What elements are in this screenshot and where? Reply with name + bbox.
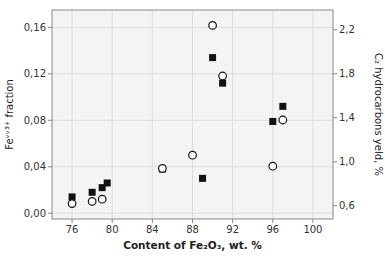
grid xyxy=(52,10,333,219)
point xyxy=(279,103,286,110)
point xyxy=(199,175,206,182)
y2-axis-label: C₂ hydrocarbons yeld, % xyxy=(373,53,384,176)
point xyxy=(219,80,226,87)
tick-label: 1,8 xyxy=(339,68,355,79)
y-axis-label: Feᵛᵛ³⁺ fraction xyxy=(4,79,15,150)
point xyxy=(219,72,227,80)
tick xyxy=(333,117,337,118)
x-axis: 76 80 84 88 92 96 100 xyxy=(66,219,323,235)
series xyxy=(69,54,287,200)
tick-label: 0,04 xyxy=(24,161,46,172)
tick-label: 0,00 xyxy=(24,208,46,219)
point xyxy=(189,151,197,159)
y2-axis: 0,6 1,0 1,4 1,8 2,2 xyxy=(333,24,355,211)
x-axis-label: Content of Fe₂O₃, wt. % xyxy=(123,239,262,251)
grid-line xyxy=(52,166,333,167)
tick-label: 0,12 xyxy=(24,68,46,79)
point xyxy=(269,118,276,125)
tick xyxy=(48,73,52,74)
grid-line xyxy=(52,120,333,121)
tick xyxy=(232,219,233,223)
tick-label: 0,6 xyxy=(339,200,355,211)
tick xyxy=(192,219,193,223)
grid-line xyxy=(112,10,113,219)
tick-label: 96 xyxy=(266,224,279,235)
point xyxy=(88,198,96,206)
tick-label: 0,16 xyxy=(24,22,46,33)
tick xyxy=(72,219,73,223)
plot-frame xyxy=(52,10,333,219)
point xyxy=(209,22,217,30)
y-axis: 0,00 0,04 0,08 0,12 0,16 xyxy=(24,22,52,219)
tick-label: 84 xyxy=(146,224,159,235)
tick xyxy=(48,120,52,121)
point xyxy=(159,165,167,173)
tick-label: 88 xyxy=(186,224,199,235)
tick-label: 1,4 xyxy=(339,112,355,123)
tick xyxy=(333,205,337,206)
tick xyxy=(48,213,52,214)
tick xyxy=(48,27,52,28)
tick xyxy=(312,219,313,223)
grid-line xyxy=(52,27,333,28)
grid-line xyxy=(72,10,73,219)
tick xyxy=(272,219,273,223)
point xyxy=(98,195,106,203)
point xyxy=(209,54,216,61)
tick xyxy=(333,29,337,30)
tick-label: 1,0 xyxy=(339,156,355,167)
grid-line xyxy=(52,213,333,214)
chart: 76 80 84 88 92 96 100 0,00 0,04 0,08 0,12 0,16 0,6 1,… xyxy=(0,0,385,257)
tick xyxy=(333,73,337,74)
point xyxy=(89,189,96,196)
point xyxy=(159,166,166,173)
tick xyxy=(48,166,52,167)
grid-line xyxy=(52,73,333,74)
tick-label: 80 xyxy=(106,224,119,235)
grid-line xyxy=(272,10,273,219)
tick xyxy=(112,219,113,223)
tick-label: 92 xyxy=(226,224,239,235)
tick-label: 0,08 xyxy=(24,115,46,126)
tick xyxy=(333,161,337,162)
tick-label: 2,2 xyxy=(339,24,355,35)
tick-label: 76 xyxy=(66,224,79,235)
data xyxy=(68,22,286,208)
point xyxy=(269,162,277,170)
tick-label: 100 xyxy=(303,224,322,235)
point xyxy=(279,116,287,124)
grid-line xyxy=(192,10,193,219)
plot-area xyxy=(52,10,333,219)
grid-line xyxy=(152,10,153,219)
point xyxy=(104,180,111,187)
tick xyxy=(152,219,153,223)
grid-line xyxy=(232,10,233,219)
grid-line xyxy=(312,10,313,219)
point xyxy=(68,200,76,208)
series xyxy=(68,22,286,208)
